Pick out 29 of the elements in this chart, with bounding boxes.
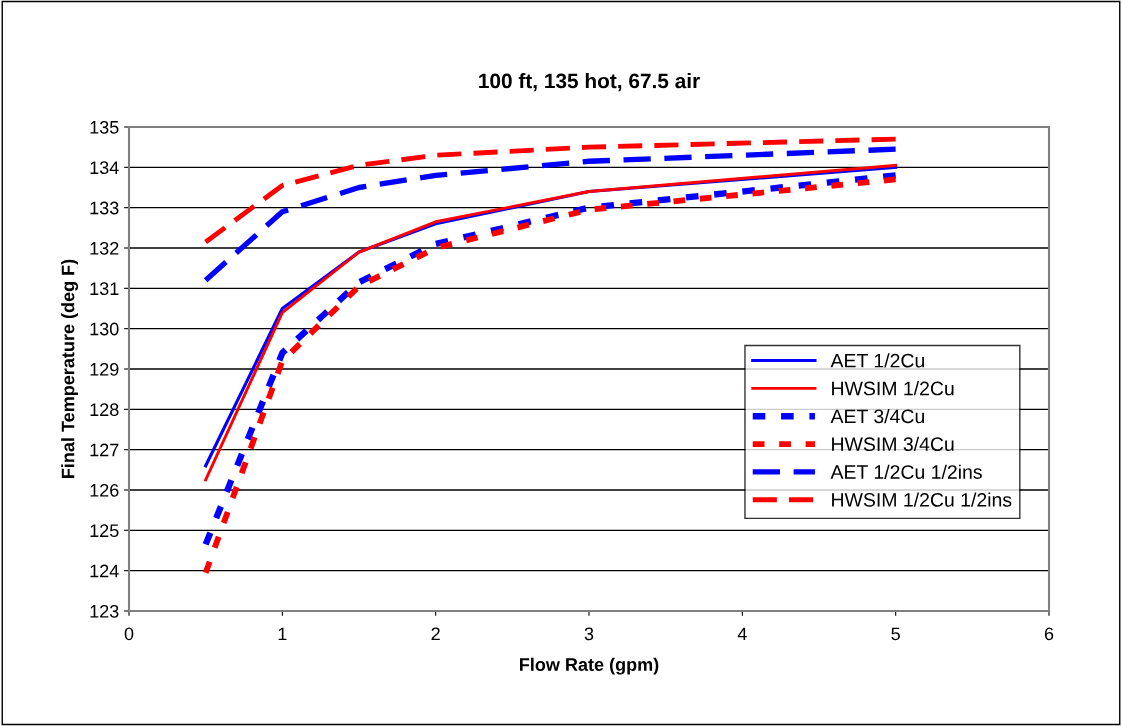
legend-label: AET 1/2Cu 1/2ins	[830, 464, 982, 479]
y-tick-label: 125	[90, 524, 119, 538]
x-tick-label: 3	[584, 627, 594, 641]
y-tick-label: 131	[90, 282, 119, 296]
y-tick-label: 133	[90, 201, 119, 215]
x-tick-label: 2	[431, 627, 440, 641]
y-axis-title: Final Temperature (deg F)	[61, 259, 79, 478]
x-tick-label: 1	[278, 627, 287, 641]
chart-title: 100 ft, 135 hot, 67.5 air	[479, 73, 700, 92]
y-tick-label: 132	[90, 241, 119, 255]
y-tick-label: 135	[90, 120, 119, 134]
y-tick-label: 124	[90, 564, 119, 578]
legend-label: HWSIM 1/2Cu	[832, 381, 954, 396]
legend-label: AET 3/4Cu	[830, 408, 924, 424]
legend-label: HWSIM 1/2Cu 1/2ins	[832, 492, 1012, 507]
y-tick-label: 128	[90, 403, 119, 417]
x-tick-label: 4	[737, 627, 747, 641]
y-tick-label: 127	[90, 443, 119, 457]
y-tick-label: 130	[90, 322, 119, 336]
x-tick-label: 6	[1044, 627, 1054, 641]
x-axis-title: Flow Rate (gpm)	[520, 657, 659, 675]
legend-label: HWSIM 3/4Cu	[832, 436, 954, 452]
x-tick-label: 5	[891, 627, 900, 641]
y-tick-label: 126	[90, 483, 119, 497]
y-tick-label: 123	[90, 604, 119, 618]
y-tick-label: 129	[90, 362, 119, 376]
legend-label: AET 1/2Cu	[830, 353, 924, 368]
y-tick-label: 134	[90, 161, 119, 175]
x-tick-label: 0	[124, 627, 134, 641]
